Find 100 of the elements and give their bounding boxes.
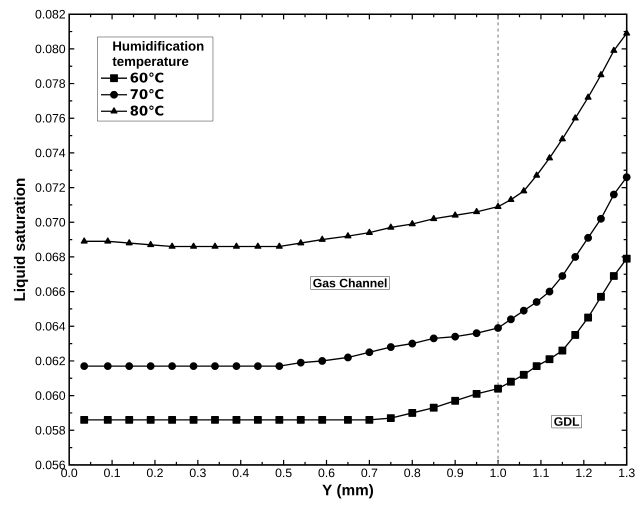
x-tick-label: 1.0 <box>490 468 506 478</box>
point <box>104 362 112 370</box>
point <box>494 384 502 393</box>
y-tick-label: 0.060 <box>36 391 66 400</box>
point <box>190 362 198 370</box>
point <box>232 242 240 249</box>
point <box>80 237 88 244</box>
point <box>584 314 592 322</box>
x-axis-title: Y (mm) <box>322 484 374 498</box>
point <box>318 236 326 242</box>
point <box>597 292 605 301</box>
point <box>104 237 112 244</box>
point <box>296 416 305 424</box>
point <box>408 340 416 348</box>
legend-label: 70℃ <box>130 89 164 100</box>
point <box>494 324 502 332</box>
y-tick-label: 0.070 <box>36 218 66 227</box>
x-tick-label: 0.5 <box>276 468 292 478</box>
y-tick-label: 0.064 <box>36 322 66 331</box>
point <box>125 362 134 370</box>
point <box>146 362 155 370</box>
x-tick-label: 0.3 <box>190 468 206 478</box>
annotation: Gas Channel <box>313 278 387 288</box>
x-tick-label: 0.2 <box>146 468 163 478</box>
point <box>451 396 460 405</box>
x-tick-label: 1.1 <box>533 468 549 477</box>
y-tick-label: 0.072 <box>36 183 65 192</box>
point <box>584 234 592 242</box>
point <box>622 254 631 263</box>
point <box>584 94 592 100</box>
point <box>546 355 554 364</box>
point <box>386 343 395 351</box>
x-tick-label: 1.2 <box>576 468 592 478</box>
x-tick-label: 0.6 <box>318 468 334 478</box>
x-tick-label: 0.8 <box>404 468 420 478</box>
point <box>571 331 580 339</box>
point <box>408 409 416 417</box>
point <box>558 346 566 354</box>
point <box>472 390 481 398</box>
point <box>430 334 438 342</box>
point <box>297 239 304 246</box>
y-tick-label: 0.056 <box>36 460 66 470</box>
point <box>572 114 579 121</box>
x-tick-label: 0.7 <box>361 468 378 478</box>
point <box>254 362 262 370</box>
point <box>254 416 262 424</box>
point <box>622 173 631 182</box>
point <box>473 208 480 214</box>
point <box>386 414 395 422</box>
point <box>623 29 630 36</box>
x-tick-label: 0.1 <box>104 468 120 478</box>
point <box>408 220 416 226</box>
point <box>296 358 305 367</box>
point <box>211 362 219 370</box>
point <box>168 416 176 424</box>
y-tick-label: 0.068 <box>36 252 66 262</box>
point <box>190 242 198 249</box>
legend-title: Humidification temperature <box>112 41 204 69</box>
x-tick-label: 1.3 <box>619 468 635 478</box>
point <box>520 370 528 379</box>
point <box>344 232 352 238</box>
point <box>533 172 540 178</box>
legend-label: 60℃ <box>130 72 164 83</box>
point <box>597 71 604 78</box>
point <box>558 272 566 280</box>
point <box>506 315 515 324</box>
point <box>365 416 374 424</box>
point <box>365 348 374 356</box>
point <box>520 187 528 194</box>
point <box>506 378 515 386</box>
annotation: GDL <box>554 417 580 426</box>
point <box>571 253 580 261</box>
point <box>190 416 198 424</box>
point <box>80 416 88 424</box>
point <box>366 228 373 235</box>
point <box>558 135 566 142</box>
point <box>430 404 438 412</box>
point <box>520 306 528 315</box>
y-tick-label: 0.066 <box>36 287 66 296</box>
point <box>610 272 618 280</box>
point <box>430 214 438 222</box>
point <box>494 202 502 209</box>
y-tick-label: 0.080 <box>36 44 66 54</box>
point <box>275 416 284 424</box>
point <box>452 211 459 218</box>
point <box>146 416 155 424</box>
x-tick-label: 0.4 <box>232 468 249 478</box>
point <box>472 329 481 338</box>
point <box>232 362 240 370</box>
point <box>125 416 134 424</box>
point <box>254 242 262 249</box>
point <box>546 154 553 160</box>
point <box>532 298 541 306</box>
point <box>507 196 514 202</box>
point <box>232 416 240 424</box>
point <box>104 416 112 424</box>
point <box>344 416 352 424</box>
point <box>80 362 88 370</box>
point <box>610 46 618 53</box>
point <box>451 332 460 341</box>
